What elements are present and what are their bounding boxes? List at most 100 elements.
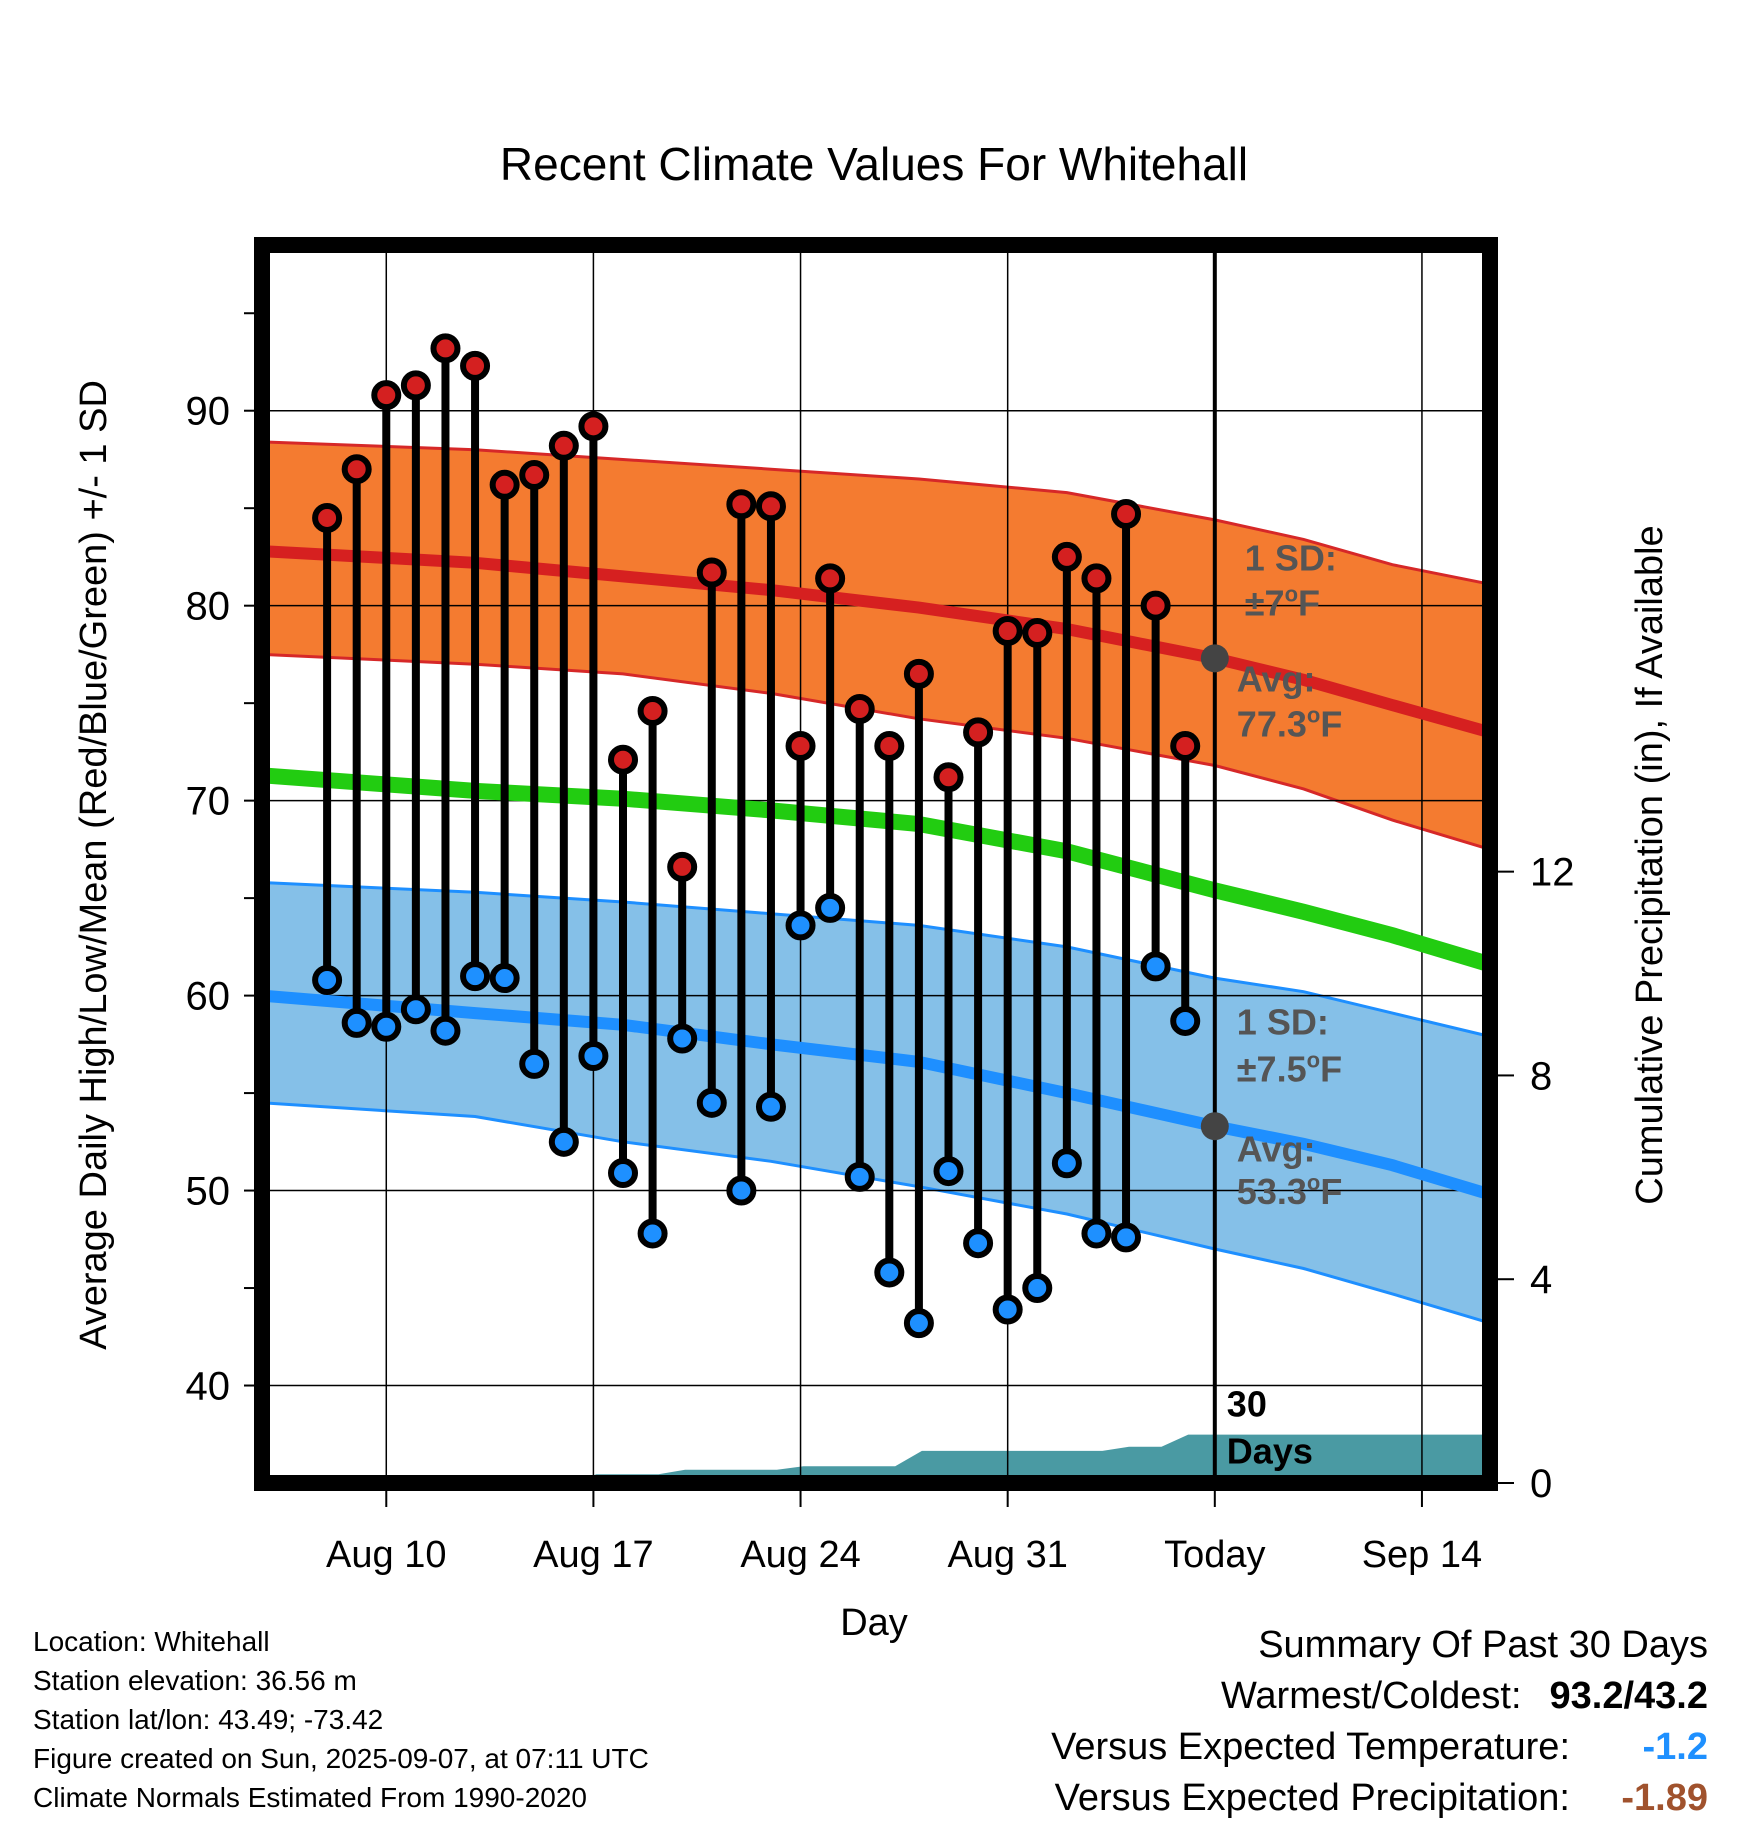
- high-temp-point: [637, 695, 668, 726]
- high-temp-point: [844, 694, 875, 725]
- x-tick-label: Today: [1164, 1534, 1265, 1576]
- low-temp-point: [963, 1228, 994, 1259]
- y-tick-label: 50: [186, 1170, 231, 1214]
- low-temp-point: [637, 1218, 668, 1249]
- temp-departure-value: -1.2: [1642, 1726, 1708, 1768]
- high-temp-point: [400, 370, 431, 401]
- high-sd-label: 1 SD:: [1245, 538, 1337, 579]
- low-temp-point: [519, 1048, 550, 1079]
- low-temp-point: [933, 1156, 964, 1187]
- temp-departure-label: Versus Expected Temperature:: [1051, 1726, 1570, 1768]
- low-sd-lower-edge: [261, 1101, 1491, 1325]
- mean-normal-line: [261, 767, 1493, 973]
- high-sd-upper-edge: [261, 440, 1491, 586]
- high-avg-label: Avg:: [1237, 658, 1316, 699]
- station-info: Location: Whitehall Station elevation: 3…: [33, 1622, 649, 1817]
- high-temp-point: [608, 744, 639, 775]
- days-label-number: 30: [1227, 1384, 1267, 1425]
- low-sd-value: ±7.5oF: [1237, 1047, 1342, 1089]
- low-temp-point: [667, 1023, 698, 1054]
- high-sd-lower-edge: [261, 652, 1491, 851]
- high-temp-point: [1170, 731, 1201, 762]
- low-temp-point: [371, 1011, 402, 1042]
- summary-panel: Summary Of Past 30 Days Warmest/Coldest:…: [1051, 1620, 1708, 1824]
- y-tick-label: 90: [186, 390, 231, 434]
- x-tick-label: Aug 17: [533, 1534, 653, 1576]
- low-temp-point: [1111, 1222, 1142, 1253]
- high-temp-point: [460, 350, 491, 381]
- high-temp-point: [696, 557, 727, 588]
- high-temp-point: [1051, 541, 1082, 572]
- low-temp-point: [874, 1257, 905, 1288]
- low-avg-value: 53.3oF: [1237, 1170, 1343, 1212]
- temp-departure-row: Versus Expected Temperature: -1.2: [1051, 1722, 1708, 1773]
- high-sd-value: ±7oF: [1245, 581, 1320, 623]
- high-temp-point: [874, 731, 905, 762]
- high-temp-point: [1081, 563, 1112, 594]
- warmest-coldest-label: Warmest/Coldest:: [1220, 1675, 1522, 1717]
- high-temp-point: [933, 762, 964, 793]
- y2-axis-label: Cumulative Precipitation (in), If Availa…: [1629, 525, 1671, 1204]
- high-temp-point: [815, 563, 846, 594]
- low-temp-point: [312, 965, 343, 996]
- y2-tick-label: 12: [1530, 851, 1575, 895]
- low-normal-line: [261, 989, 1492, 1201]
- y-tick-label: 60: [186, 975, 231, 1019]
- high-temp-point: [992, 616, 1023, 647]
- elevation-text: Station elevation: 36.56 m: [33, 1665, 357, 1696]
- x-tick-label: Aug 31: [947, 1534, 1067, 1576]
- low-sd-label: 1 SD:: [1237, 1002, 1329, 1043]
- low-temp-point: [903, 1308, 934, 1339]
- low-temp-point: [548, 1126, 579, 1157]
- high-temp-point: [519, 460, 550, 491]
- low-temp-point: [992, 1294, 1023, 1325]
- precip-departure-value: -1.89: [1621, 1777, 1708, 1819]
- high-temp-point: [548, 430, 579, 461]
- low-temp-point: [1081, 1218, 1112, 1249]
- high-temp-point: [1022, 617, 1053, 648]
- low-temp-point: [430, 1015, 461, 1046]
- low-temp-point: [1051, 1148, 1082, 1179]
- warmest-coldest-row: Warmest/Coldest: 93.2/43.2: [1051, 1671, 1708, 1722]
- low-temp-point: [608, 1158, 639, 1189]
- low-sd-upper-edge: [261, 881, 1491, 1038]
- x-tick-label: Sep 14: [1362, 1534, 1482, 1576]
- chart-title: Recent Climate Values For Whitehall: [500, 138, 1248, 190]
- precip-departure-label: Versus Expected Precipitation:: [1054, 1777, 1570, 1819]
- precip-departure-row: Versus Expected Precipitation: -1.89: [1051, 1773, 1708, 1824]
- normals-text: Climate Normals Estimated From 1990-2020: [33, 1782, 587, 1813]
- low-temp-point: [1022, 1273, 1053, 1304]
- x-tick-label: Aug 10: [326, 1534, 446, 1576]
- low-temp-point: [400, 994, 431, 1025]
- high-temp-point: [1111, 499, 1142, 530]
- high-temp-point: [963, 717, 994, 748]
- low-temp-point: [726, 1175, 757, 1206]
- high-temp-point: [1140, 590, 1171, 621]
- high-temp-point: [371, 380, 402, 411]
- high-temp-point: [312, 502, 343, 533]
- high-normal-line: [261, 545, 1492, 739]
- precip-area: [262, 1434, 1490, 1483]
- x-axis-label: Day: [840, 1602, 908, 1644]
- low-temp-point: [489, 963, 520, 994]
- warmest-coldest-value: 93.2/43.2: [1549, 1675, 1708, 1717]
- low-temp-point: [785, 910, 816, 941]
- low-temp-point: [578, 1041, 609, 1072]
- y-tick-label: 80: [186, 585, 231, 629]
- low-temp-point: [755, 1091, 786, 1122]
- high-avg-value: 77.3oF: [1237, 702, 1343, 744]
- low-temp-point: [460, 961, 491, 992]
- today-high-normal-dot: [1200, 644, 1229, 673]
- low-avg-label: Avg:: [1237, 1128, 1316, 1169]
- y-tick-label: 40: [186, 1365, 231, 1409]
- summary-title: Summary Of Past 30 Days: [1258, 1624, 1708, 1666]
- low-temp-point: [815, 892, 846, 923]
- high-temp-point: [667, 851, 698, 882]
- plot-frame: [254, 237, 1498, 1491]
- high-temp-point: [341, 454, 372, 485]
- high-temp-point: [785, 731, 816, 762]
- days-label-text: Days: [1227, 1431, 1313, 1472]
- latlon-text: Station lat/lon: 43.49; -73.42: [33, 1704, 384, 1735]
